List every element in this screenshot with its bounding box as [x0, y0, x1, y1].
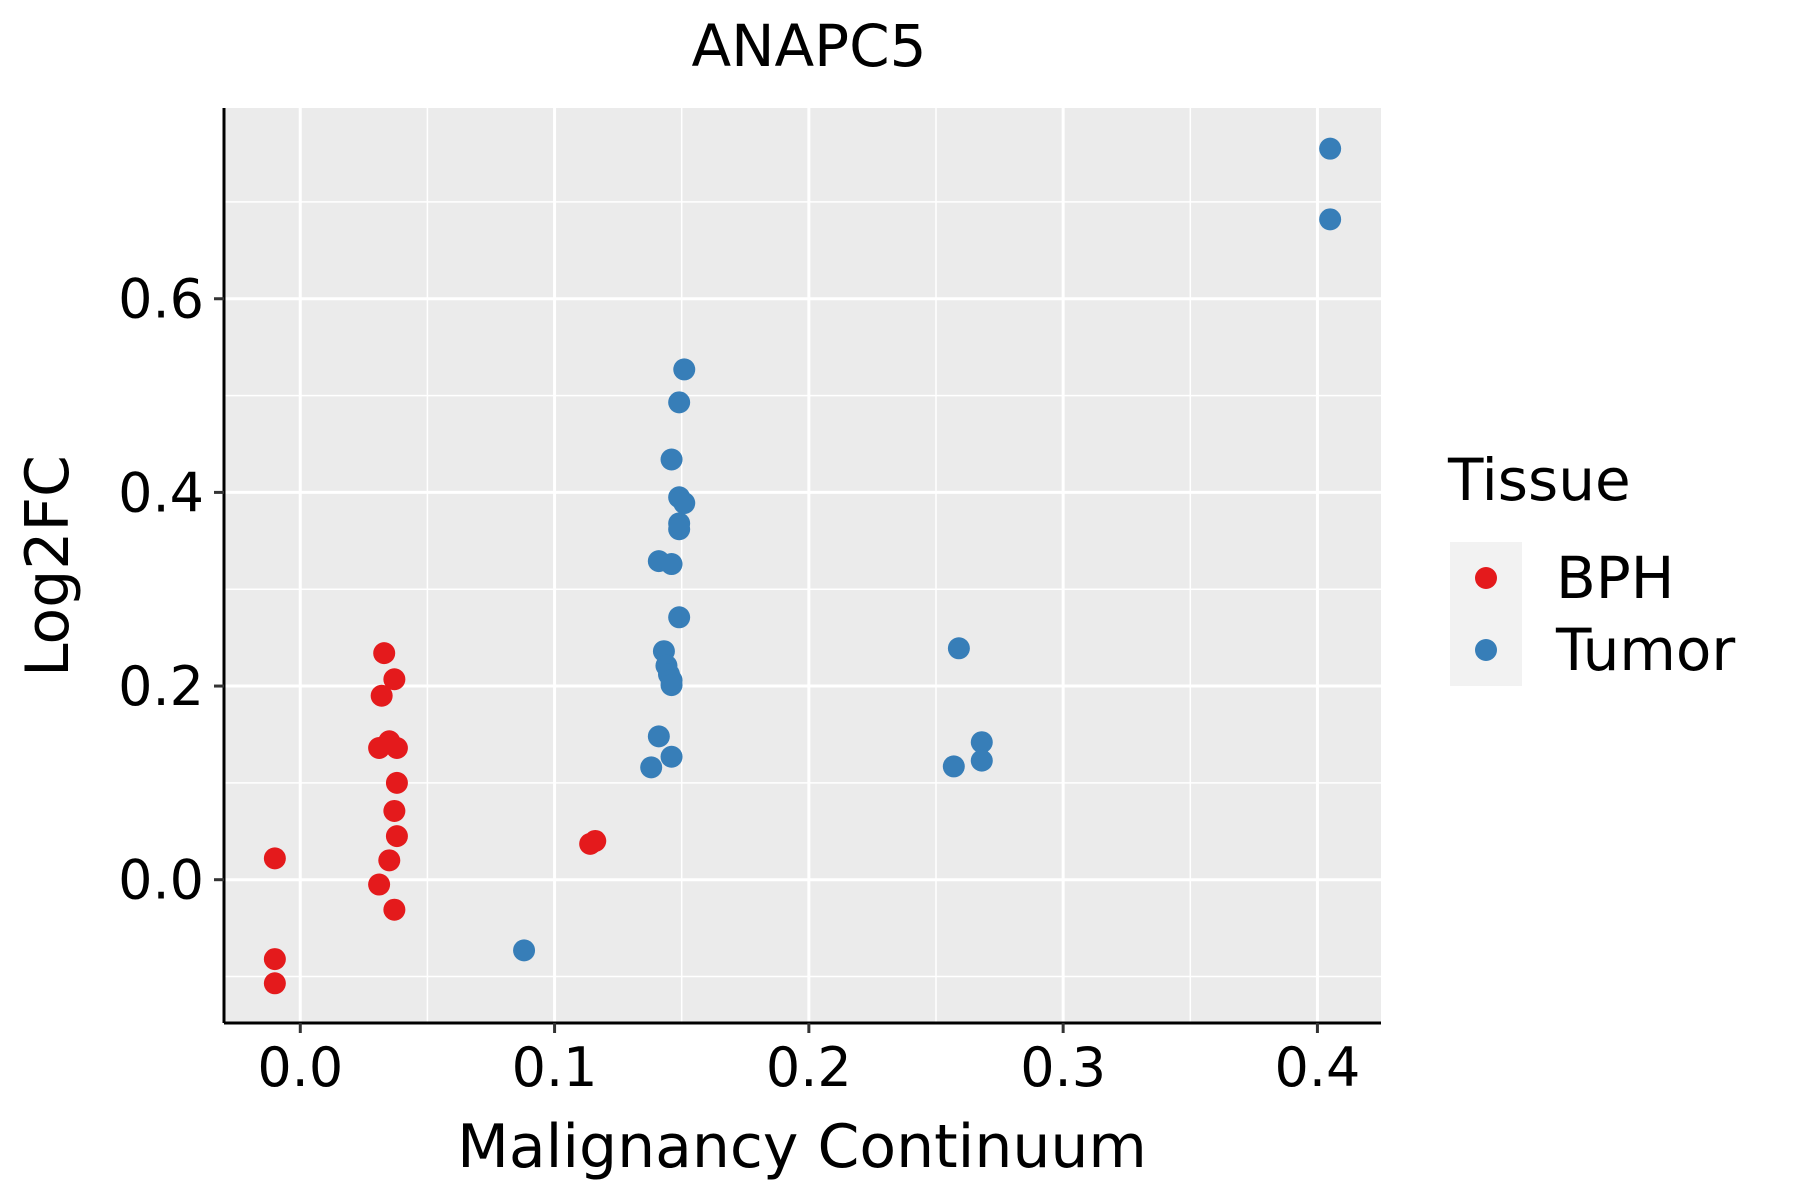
point-tumor	[970, 749, 993, 772]
legend-label-tumor: Tumor	[1555, 616, 1735, 684]
x-axis-ticks: 0.0 0.1 0.2 0.3 0.4	[257, 1023, 1360, 1099]
legend-title: Tissue	[1447, 446, 1631, 514]
point-bph	[370, 684, 393, 707]
x-tick-label: 0.3	[1020, 1036, 1106, 1099]
point-bph	[383, 799, 406, 822]
point-bph	[378, 849, 401, 872]
point-tumor	[647, 725, 670, 748]
point-tumor	[640, 756, 663, 779]
point-tumor	[970, 731, 993, 754]
point-tumor	[673, 358, 696, 381]
x-tick-label: 0.0	[257, 1036, 343, 1099]
point-tumor	[668, 518, 691, 541]
point-bph	[385, 737, 408, 760]
point-bph	[368, 737, 391, 760]
plot-panel	[224, 108, 1381, 1023]
point-tumor	[513, 939, 536, 962]
data-points	[263, 137, 1342, 995]
point-tumor	[668, 391, 691, 414]
y-tick-label: 0.2	[118, 655, 204, 718]
point-tumor	[660, 745, 683, 768]
point-bph	[383, 898, 406, 921]
legend-key-tumor	[1475, 639, 1497, 661]
point-bph	[263, 847, 286, 870]
legend-key-bph	[1475, 567, 1497, 589]
point-tumor	[673, 492, 696, 515]
point-bph	[584, 829, 607, 852]
point-bph	[385, 771, 408, 794]
x-tick-label: 0.2	[766, 1036, 852, 1099]
point-tumor	[942, 755, 965, 778]
y-tick-label: 0.4	[118, 461, 204, 524]
point-tumor	[1319, 137, 1342, 160]
minor-gridlines	[224, 108, 1381, 1023]
chart-title: ANAPC5	[691, 12, 926, 80]
major-gridlines	[224, 108, 1381, 1023]
legend-label-bph: BPH	[1556, 544, 1674, 612]
x-tick-label: 0.1	[512, 1036, 598, 1099]
point-bph	[263, 948, 286, 971]
point-tumor	[660, 553, 683, 576]
point-bph	[383, 668, 406, 691]
point-bph	[368, 873, 391, 896]
y-tick-label: 0.0	[118, 849, 204, 912]
point-bph	[263, 972, 286, 995]
point-tumor	[947, 637, 970, 660]
x-tick-label: 0.4	[1274, 1036, 1360, 1099]
point-tumor	[660, 674, 683, 697]
legend-key-background	[1450, 542, 1522, 686]
point-bph	[385, 825, 408, 848]
point-tumor	[1319, 208, 1342, 231]
point-tumor	[660, 448, 683, 471]
y-axis-label: Log2FC	[13, 455, 83, 677]
y-tick-label: 0.6	[118, 268, 204, 331]
y-axis-ticks: 0.0 0.2 0.4 0.6	[118, 268, 224, 912]
point-tumor	[668, 606, 691, 629]
point-bph	[373, 642, 396, 665]
x-axis-label: Malignancy Continuum	[457, 1112, 1147, 1182]
